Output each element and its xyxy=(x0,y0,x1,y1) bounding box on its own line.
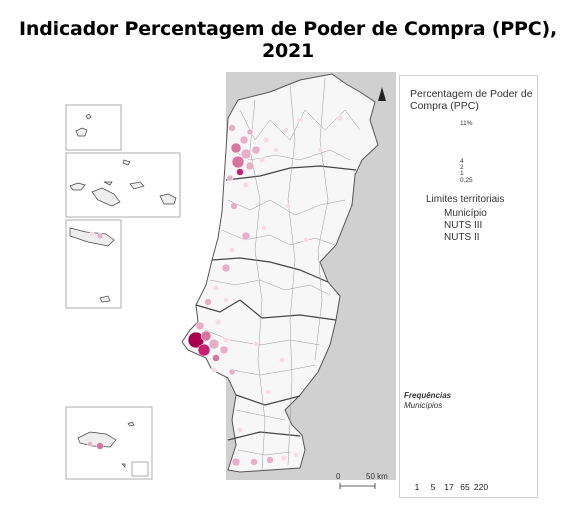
scale-bar xyxy=(339,483,376,489)
size-label-11: 11% xyxy=(460,120,473,127)
size-label-025: 0,25 xyxy=(460,177,473,184)
map-title: Indicador Percentagem de Poder de Compra… xyxy=(19,18,557,62)
ppc-circles xyxy=(87,114,344,467)
limit-municipio: Município xyxy=(444,208,487,219)
legend-title: Percentagem de Poder de Compra (PPC) xyxy=(410,88,533,112)
frequency-label-5: 5 xyxy=(430,482,436,492)
nuts2-boundary xyxy=(195,165,357,441)
legend-panel: Percentagem de Poder de Compra (PPC) 11%… xyxy=(399,75,538,498)
size-label-2: 2 xyxy=(460,164,464,171)
scale-start-label: 0 xyxy=(336,472,341,481)
limit-nuts3: NUTS III xyxy=(444,220,483,231)
frequency-title: Frequências xyxy=(404,391,452,400)
limits-title: Limites territoriais xyxy=(426,194,505,205)
frequency-label-65: 65 xyxy=(460,482,470,492)
scale-end-label: 50 km xyxy=(366,472,388,481)
size-label-1: 1 xyxy=(460,170,464,177)
north-arrow-icon xyxy=(378,87,386,101)
inset-box-azores-west xyxy=(65,104,122,151)
frequency-label-220: 220 xyxy=(473,482,489,492)
inset-box-selvagens xyxy=(131,461,149,477)
municipality-boundaries xyxy=(204,77,361,471)
frequency-subtitle: Municípios xyxy=(404,401,443,410)
frequency-label-17: 17 xyxy=(444,482,454,492)
islands xyxy=(69,113,177,468)
size-label-4: 4 xyxy=(460,158,464,165)
limit-nuts2: NUTS II xyxy=(444,232,480,243)
frequency-label-1: 1 xyxy=(414,482,420,492)
